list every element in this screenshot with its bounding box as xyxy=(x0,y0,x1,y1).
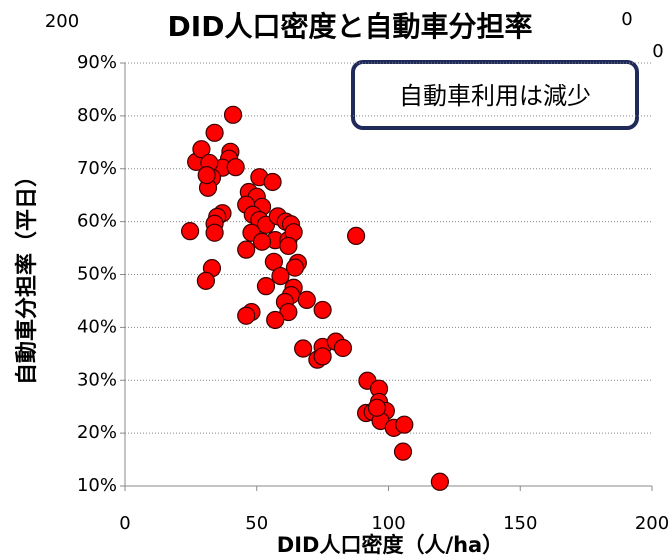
stray-label: 200 xyxy=(45,11,79,32)
x-tick-label: 200 xyxy=(635,513,668,534)
stray-label: 0 xyxy=(652,41,663,62)
point xyxy=(279,302,298,322)
point xyxy=(367,398,387,417)
point xyxy=(395,415,414,434)
y-tick-label: 50% xyxy=(77,264,117,285)
y-tick-label: 10% xyxy=(77,475,117,496)
y-tick-label: 20% xyxy=(77,422,117,443)
x-axis-title: DID人口密度（人/ha） xyxy=(277,533,503,557)
y-tick-label: 60% xyxy=(77,211,117,232)
y-tick-label: 80% xyxy=(77,105,117,126)
point xyxy=(237,306,256,325)
point xyxy=(252,232,272,251)
point xyxy=(196,271,215,290)
point xyxy=(192,140,211,159)
point xyxy=(256,277,276,296)
point xyxy=(294,339,313,358)
point xyxy=(297,290,316,309)
point xyxy=(393,442,413,461)
x-tick-label: 100 xyxy=(371,513,405,534)
point xyxy=(346,226,366,246)
chart-title: DID人口密度と自動車分担率 xyxy=(168,10,533,43)
point xyxy=(223,105,243,124)
annotation: 自動車利用は減少 xyxy=(399,82,591,110)
y-tick-label: 30% xyxy=(77,369,117,390)
x-tick-label: 0 xyxy=(119,513,130,534)
point xyxy=(197,165,216,185)
y-axis-title: 自動車分担率（平日） xyxy=(14,165,40,385)
x-tick-label: 150 xyxy=(503,513,537,534)
point xyxy=(205,123,224,142)
point xyxy=(205,223,224,242)
point xyxy=(226,158,245,177)
point xyxy=(430,472,449,491)
y-tick-label: 40% xyxy=(77,316,117,337)
point xyxy=(279,236,298,256)
annotation-box xyxy=(351,60,639,130)
point xyxy=(313,347,332,366)
point xyxy=(237,240,256,259)
point xyxy=(263,172,282,192)
point xyxy=(313,300,332,320)
y-tick-label: 90% xyxy=(77,52,117,73)
point xyxy=(266,310,285,330)
y-tick-label: 70% xyxy=(77,158,117,179)
point xyxy=(333,338,353,358)
stray-label: 0 xyxy=(621,9,632,30)
point xyxy=(285,258,305,277)
point xyxy=(180,222,200,241)
x-tick-label: 50 xyxy=(245,513,268,534)
point xyxy=(271,266,290,286)
